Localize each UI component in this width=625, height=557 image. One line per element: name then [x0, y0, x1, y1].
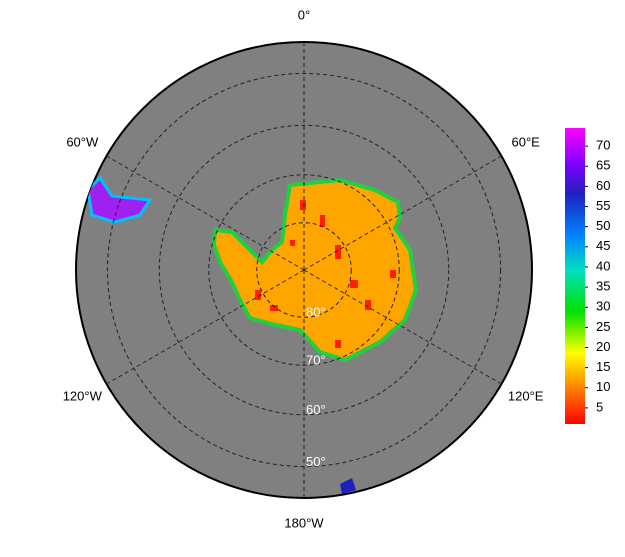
meridian: [106, 155, 305, 271]
parallel-label: 80°: [306, 305, 326, 320]
meridian: [106, 269, 305, 385]
parallel: [158, 124, 450, 416]
meridian-label: 60°E: [512, 134, 541, 149]
colorbar-tick-label: 15: [596, 359, 610, 374]
colorbar-tick-label: 55: [596, 198, 610, 213]
colorbar-tick-label: 5: [596, 399, 603, 414]
meridian-label: 180°W: [284, 515, 324, 530]
parallel-label: 70°: [306, 353, 326, 368]
meridian: [303, 269, 502, 385]
colorbar-tick-label: 45: [596, 238, 610, 253]
colorbar-tick-label: 20: [596, 339, 610, 354]
meridian-label: 0°: [298, 7, 310, 22]
land: [86, 175, 419, 494]
colorbar-tick-label: 30: [596, 299, 610, 314]
meridian-label: 120°E: [508, 388, 544, 403]
parallel-label: 60°: [306, 402, 326, 417]
meridian-label: 60°W: [66, 134, 99, 149]
parallel-label: 50°: [306, 454, 326, 469]
meridian-label: 120°W: [63, 388, 103, 403]
colorbar-tick-label: 65: [596, 158, 610, 173]
colorbar-tick-label: 70: [596, 138, 610, 153]
colorbar-tick-label: 25: [596, 319, 610, 334]
colorbar-tick-label: 50: [596, 218, 610, 233]
colorbar-tick-label: 40: [596, 258, 610, 273]
colorbar: [565, 128, 585, 424]
parallel: [208, 174, 400, 366]
colorbar-tick-label: 10: [596, 379, 610, 394]
colorbar-tick-label: 60: [596, 178, 610, 193]
parallel: [256, 222, 352, 318]
colorbar-tick-label: 35: [596, 279, 610, 294]
meridian: [303, 155, 502, 271]
